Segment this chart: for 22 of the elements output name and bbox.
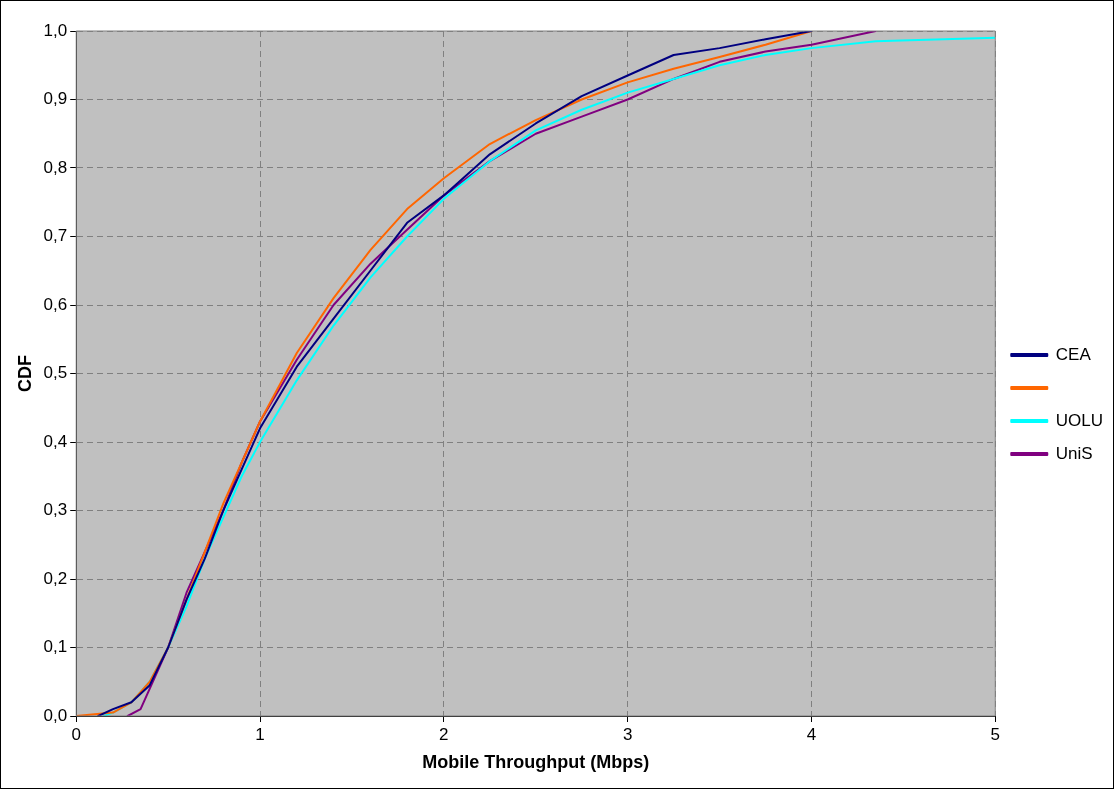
x-tick-label: 2 [439, 724, 449, 744]
x-tick-label: 0 [71, 724, 81, 744]
y-tick-label: 0,0 [43, 705, 68, 725]
x-tick-label: 4 [806, 724, 817, 744]
y-tick-label: 0,8 [43, 157, 68, 177]
y-tick-label: 0,7 [43, 226, 68, 246]
y-tick-label: 1,0 [43, 20, 68, 40]
x-tick-label: 1 [255, 724, 265, 744]
x-tick-label: 3 [622, 724, 633, 744]
y-tick-label: 0,5 [43, 363, 68, 383]
y-tick-label: 0,1 [43, 637, 68, 657]
legend-label: UniS [1055, 443, 1093, 463]
y-tick-label: 0,4 [43, 431, 68, 451]
legend-label: CEA [1055, 344, 1092, 364]
x-tick-label: 5 [990, 724, 1000, 744]
y-tick-label: 0,9 [43, 89, 68, 109]
y-tick-label: 0,6 [43, 294, 68, 314]
y-tick-label: 0,3 [43, 500, 68, 520]
y-tick-label: 0,2 [43, 568, 68, 588]
x-axis-title: Mobile Throughput (Mbps) [422, 752, 650, 773]
legend-label: UOLU [1055, 410, 1103, 430]
y-axis-title: CDF [14, 355, 35, 392]
